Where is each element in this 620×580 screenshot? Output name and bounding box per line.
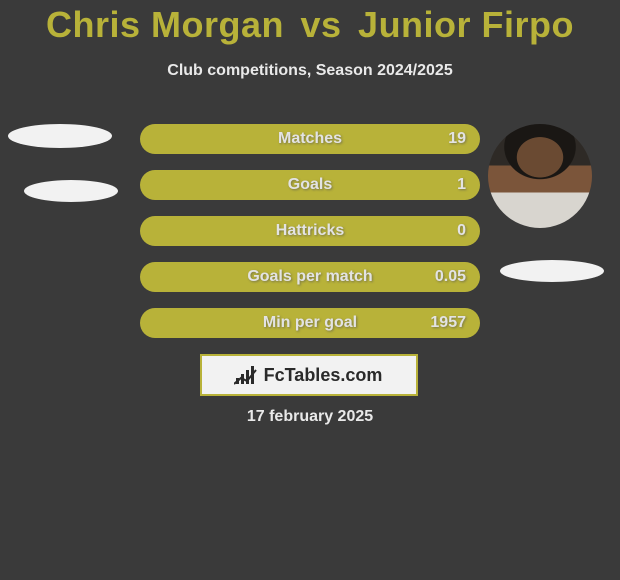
player-b-name: Junior Firpo — [358, 4, 574, 45]
stat-value-right: 19 — [448, 130, 466, 148]
stat-row: Matches 19 — [140, 124, 480, 154]
comparison-card: Chris Morgan vs Junior Firpo Club compet… — [0, 0, 620, 580]
vs-separator: vs — [300, 4, 341, 45]
stat-row: Min per goal 1957 — [140, 308, 480, 338]
player-b-avatar — [488, 124, 592, 228]
decorative-ellipse — [24, 180, 118, 202]
stat-label: Min per goal — [263, 314, 357, 332]
decorative-ellipse — [500, 260, 604, 282]
stat-label: Goals — [288, 176, 332, 194]
stat-value-right: 1957 — [430, 314, 466, 332]
player-a-name: Chris Morgan — [46, 4, 284, 45]
stat-row: Hattricks 0 — [140, 216, 480, 246]
stat-list: Matches 19 Goals 1 Hattricks 0 Goals per… — [140, 124, 480, 354]
subtitle: Club competitions, Season 2024/2025 — [0, 62, 620, 80]
source-logo-text: FcTables.com — [264, 365, 383, 386]
date-text: 17 february 2025 — [0, 408, 620, 426]
chart-icon — [236, 366, 258, 384]
stat-label: Goals per match — [247, 268, 372, 286]
stat-value-right: 1 — [457, 176, 466, 194]
stat-value-right: 0.05 — [435, 268, 466, 286]
stat-label: Hattricks — [276, 222, 344, 240]
stat-value-right: 0 — [457, 222, 466, 240]
stat-row: Goals 1 — [140, 170, 480, 200]
source-logo[interactable]: FcTables.com — [200, 354, 418, 396]
decorative-ellipse — [8, 124, 112, 148]
stat-row: Goals per match 0.05 — [140, 262, 480, 292]
title: Chris Morgan vs Junior Firpo — [0, 4, 620, 46]
stat-label: Matches — [278, 130, 342, 148]
